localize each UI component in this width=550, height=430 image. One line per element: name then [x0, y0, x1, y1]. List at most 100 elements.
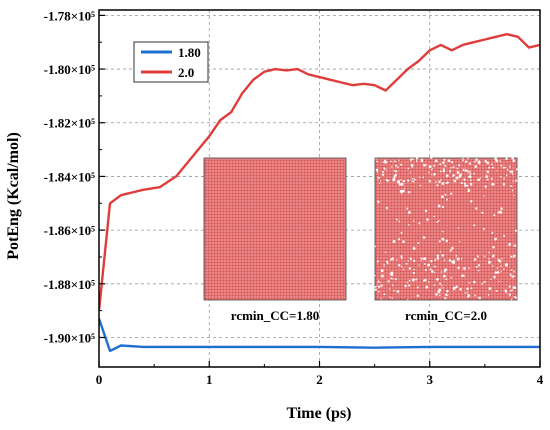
void-speck — [483, 280, 486, 283]
void-speck — [495, 159, 499, 163]
void-speck — [464, 160, 468, 163]
void-speck — [455, 254, 458, 257]
void-speck — [413, 178, 416, 181]
void-speck — [468, 170, 471, 173]
void-speck — [441, 195, 444, 199]
void-speck — [475, 158, 478, 161]
inset-caption-2: rcmin_CC=2.0 — [405, 308, 487, 323]
void-speck — [406, 281, 408, 284]
void-speck — [379, 180, 382, 182]
void-speck — [376, 171, 379, 173]
void-speck — [512, 256, 514, 258]
void-speck — [442, 274, 446, 278]
void-speck — [394, 173, 398, 176]
void-speck — [505, 174, 508, 177]
void-speck — [412, 220, 415, 222]
void-speck — [438, 240, 441, 243]
void-speck — [422, 176, 425, 178]
void-speck — [424, 278, 427, 282]
void-speck — [500, 207, 503, 210]
void-speck — [473, 258, 477, 261]
void-speck — [462, 168, 465, 170]
void-speck — [433, 215, 435, 218]
void-speck — [442, 168, 445, 171]
void-speck — [443, 259, 446, 262]
void-speck — [456, 257, 460, 261]
void-speck — [487, 294, 490, 296]
void-speck — [383, 264, 385, 267]
void-speck — [439, 282, 442, 285]
inset-caption-1: rcmin_CC=1.80 — [231, 308, 319, 323]
void-speck — [415, 156, 419, 160]
void-speck — [451, 246, 454, 250]
void-speck — [461, 274, 464, 278]
void-speck — [467, 188, 470, 190]
y-axis-title: PotEng (Kcal/mol) — [5, 132, 22, 260]
void-speck — [383, 167, 386, 170]
void-speck — [474, 294, 477, 297]
void-speck — [483, 255, 486, 257]
void-speck — [462, 159, 464, 162]
void-speck — [387, 262, 389, 265]
void-speck — [390, 160, 393, 163]
void-speck — [447, 294, 449, 296]
void-speck — [468, 281, 471, 284]
void-speck — [409, 158, 413, 161]
void-speck — [393, 289, 396, 292]
void-speck — [456, 167, 459, 170]
void-speck — [487, 260, 491, 264]
void-speck — [488, 287, 492, 291]
void-speck — [424, 269, 427, 272]
void-speck — [475, 266, 477, 268]
void-speck — [444, 164, 447, 167]
void-speck — [457, 227, 459, 229]
void-speck — [409, 172, 411, 174]
void-speck — [400, 231, 403, 234]
void-speck — [383, 293, 386, 296]
void-speck — [452, 166, 455, 169]
void-speck — [486, 170, 489, 173]
void-speck — [500, 175, 502, 178]
void-speck — [458, 164, 461, 167]
void-speck — [513, 244, 517, 247]
void-speck — [392, 278, 394, 280]
void-speck — [463, 266, 466, 270]
legend-box — [133, 41, 209, 83]
void-speck — [422, 236, 426, 239]
void-speck — [374, 245, 377, 248]
void-speck — [481, 211, 484, 215]
void-speck — [512, 180, 514, 182]
void-speck — [374, 285, 377, 288]
void-speck — [449, 249, 452, 252]
void-speck — [434, 159, 438, 163]
void-speck — [396, 259, 398, 261]
void-speck — [473, 224, 476, 227]
void-speck — [377, 285, 381, 289]
void-speck — [484, 159, 487, 162]
x-axis-title: Time (ps) — [286, 405, 351, 422]
axis-ticks: 0 1 2 3 4 -1.78×10⁵ -1.80×10⁵ -1.82×10⁵ -1.84×10… — [44, 8, 544, 387]
void-speck — [491, 182, 495, 186]
void-speck — [466, 184, 469, 187]
void-speck — [496, 270, 500, 274]
void-speck — [408, 279, 411, 282]
void-speck — [374, 288, 377, 291]
void-speck — [513, 286, 517, 290]
void-speck — [457, 266, 461, 270]
void-speck — [401, 266, 403, 268]
void-speck — [430, 270, 434, 273]
void-speck — [375, 168, 379, 172]
void-speck — [500, 265, 502, 268]
void-speck — [408, 284, 411, 287]
void-speck — [441, 205, 445, 209]
x-tick-label: 2 — [316, 372, 323, 387]
void-speck — [382, 161, 384, 163]
void-speck — [508, 242, 512, 246]
void-speck — [389, 288, 391, 290]
void-speck — [433, 172, 436, 176]
void-speck — [381, 173, 385, 176]
void-speck — [462, 157, 464, 160]
void-speck — [430, 168, 432, 171]
void-speck — [379, 281, 381, 284]
void-speck — [495, 289, 498, 292]
